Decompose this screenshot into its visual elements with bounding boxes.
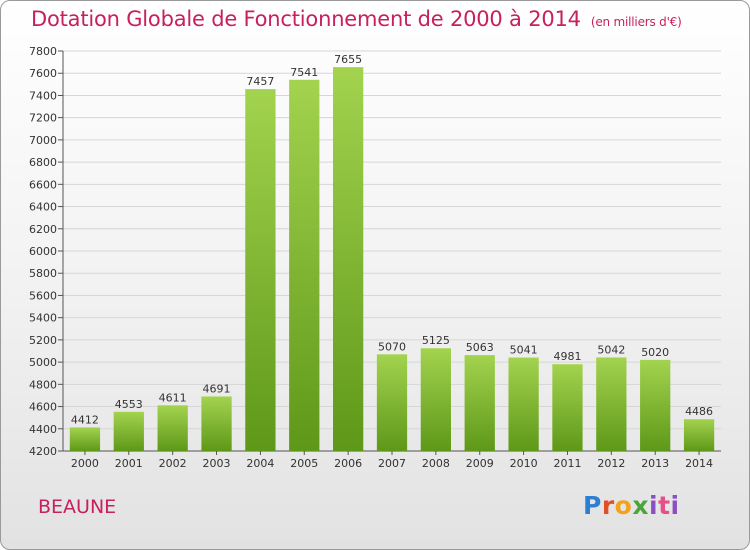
x-tick-label: 2012 (597, 457, 625, 470)
y-tick-label: 7000 (29, 134, 57, 147)
x-tick-label: 2003 (203, 457, 231, 470)
x-tick-label: 2014 (685, 457, 713, 470)
y-tick-label: 6800 (29, 156, 57, 169)
y-tick-label: 6200 (29, 223, 57, 236)
x-tick-label: 2004 (246, 457, 274, 470)
data-label: 7655 (334, 53, 362, 66)
y-tick-label: 5600 (29, 289, 57, 302)
chart-subtitle: (en milliers d'€) (590, 15, 682, 29)
y-tick-label: 7200 (29, 112, 57, 125)
bar (420, 348, 452, 451)
bar (376, 354, 408, 451)
x-tick-labels: 2000 2001 2002 2003 2004 2005 2006 2007 2008 2009… (71, 451, 713, 470)
y-tick-label: 7800 (29, 45, 57, 58)
logo-letter: P (583, 491, 602, 520)
y-tick-label: 4200 (29, 445, 57, 458)
chart-title: Dotation Globale de Fonctionnement de 20… (31, 7, 682, 31)
y-tick-label: 6600 (29, 178, 57, 191)
proxiti-logo: Proxiti (583, 491, 680, 520)
bar (201, 396, 232, 451)
bar (245, 89, 276, 451)
data-label: 4691 (203, 382, 231, 395)
logo-letter: o (614, 491, 633, 520)
y-tick-label: 5000 (29, 356, 57, 369)
data-label: 5020 (641, 346, 669, 359)
bar (640, 359, 671, 451)
data-label: 5125 (422, 334, 450, 347)
x-tick-label: 2006 (334, 457, 362, 470)
y-tick-label: 4800 (29, 378, 57, 391)
y-tick-label: 7600 (29, 67, 57, 80)
x-tick-label: 2001 (115, 457, 143, 470)
bar (683, 419, 715, 451)
bar (596, 357, 627, 451)
bar (552, 364, 583, 451)
x-tick-label: 2010 (510, 457, 538, 470)
y-tick-label: 6000 (29, 245, 57, 258)
x-tick-label: 2005 (290, 457, 318, 470)
data-label: 5070 (378, 340, 406, 353)
bar (289, 79, 320, 452)
y-tick-labels: 4200 4400 4600 4800 5000 5200 5400 5600 5800 6000… (29, 45, 57, 458)
data-labels: 4412 4553 4611 4691 7457 7541 7655 5070 5125 5063… (71, 53, 713, 426)
y-tick-label: 4600 (29, 401, 57, 414)
x-tick-label: 2008 (422, 457, 450, 470)
data-label: 4553 (115, 398, 143, 411)
bar (69, 427, 101, 451)
y-tick-label: 5200 (29, 334, 57, 347)
y-tick-label: 6400 (29, 201, 57, 214)
y-tick-label: 7400 (29, 89, 57, 102)
x-tick-label: 2009 (466, 457, 494, 470)
y-tick-label: 5800 (29, 267, 57, 280)
logo-letter: r (601, 491, 615, 520)
commune-name: BEAUNE (38, 496, 117, 518)
title-text: Dotation Globale de Fonctionnement de 20… (31, 7, 581, 31)
data-label: 4412 (71, 413, 99, 426)
bar (508, 357, 539, 451)
logo-letter: x (632, 491, 649, 520)
data-label: 5041 (510, 344, 538, 357)
data-label: 5063 (466, 341, 494, 354)
x-tick-label: 2007 (378, 457, 406, 470)
logo-letter: i (649, 491, 659, 520)
bar (113, 411, 144, 451)
data-label: 4981 (553, 350, 581, 363)
bar (464, 355, 495, 451)
data-label: 7541 (290, 66, 318, 79)
data-label: 4486 (685, 405, 713, 418)
x-tick-label: 2002 (159, 457, 187, 470)
data-label: 5042 (597, 343, 625, 356)
y-tick-label: 5400 (29, 312, 57, 325)
bar (157, 405, 188, 451)
bar (332, 67, 364, 451)
data-label: 7457 (246, 75, 274, 88)
x-tick-label: 2013 (641, 457, 669, 470)
y-tick-label: 4400 (29, 423, 57, 436)
logo-letter: i (670, 491, 680, 520)
data-label: 4611 (159, 391, 187, 404)
x-tick-label: 2000 (71, 457, 99, 470)
bars (69, 67, 715, 452)
x-tick-label: 2011 (553, 457, 581, 470)
logo-letter: t (658, 491, 671, 520)
